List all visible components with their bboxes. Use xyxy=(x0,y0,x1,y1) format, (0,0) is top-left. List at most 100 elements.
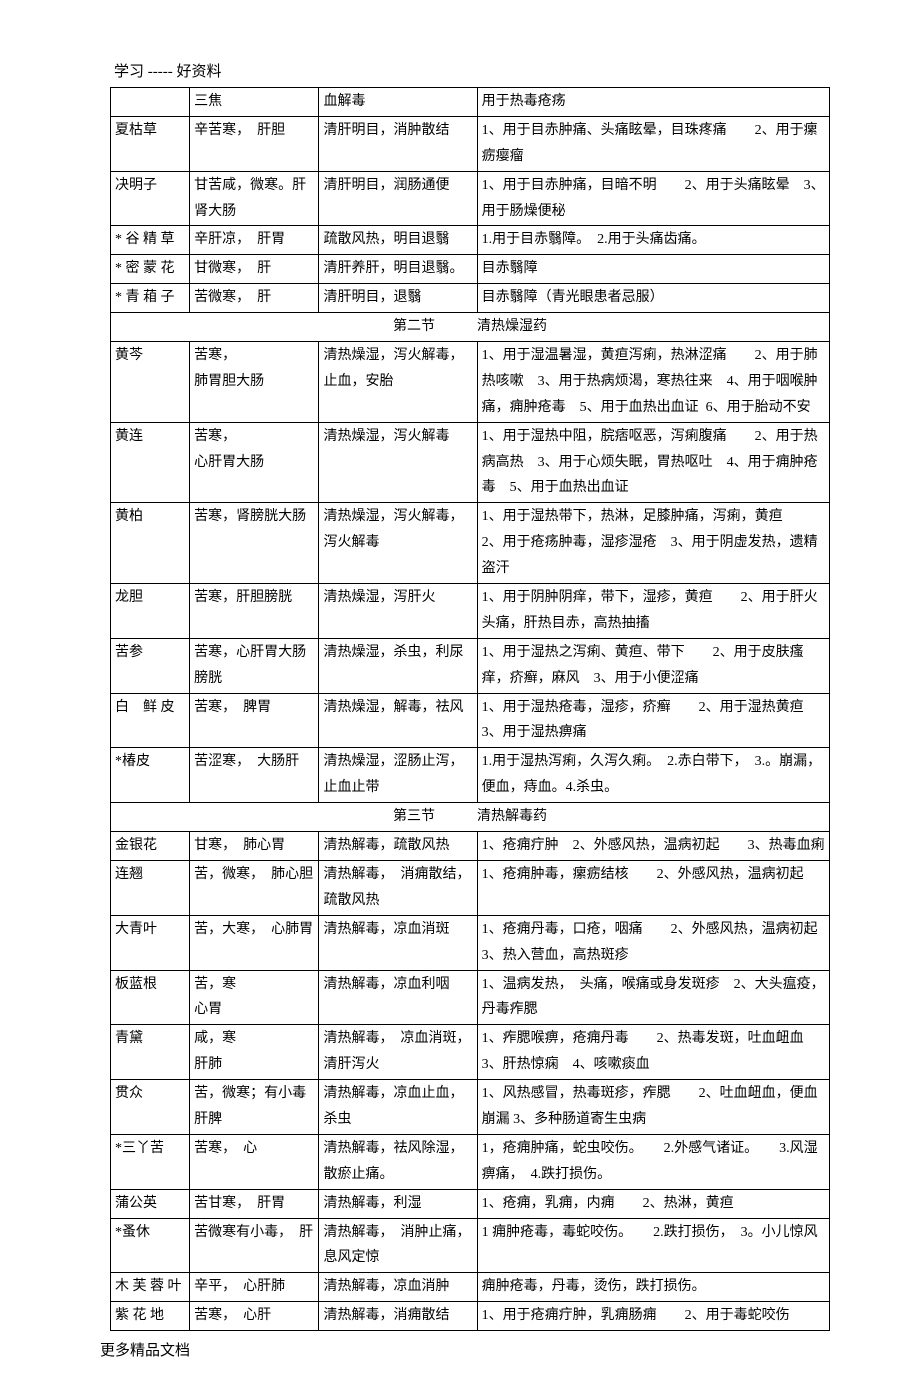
section2-title: 第二节 清热燥湿药 xyxy=(111,313,830,342)
s3-row-name: *三丫苦 xyxy=(111,1134,190,1189)
s3-row-func: 清热解毒， 消肿止痛， 息风定惊 xyxy=(319,1218,477,1273)
s1-row-func: 清肝明目，润肠通便 xyxy=(319,171,477,226)
s3-row-use: 1、疮痈疔肿 2、外感风热，温病初起 3、热毒血痢 xyxy=(477,832,829,861)
s3-row-name: 紫 花 地 xyxy=(111,1302,190,1331)
s3-row-use: 1、用于疮痈疔肿，乳痈肠痈 2、用于毒蛇咬伤 xyxy=(477,1302,829,1331)
s1-row-name xyxy=(111,88,190,117)
s2-row-name: 龙胆 xyxy=(111,584,190,639)
s3-row-func: 清热解毒，消痈散结 xyxy=(319,1302,477,1331)
s2-row-func: 清热燥湿，解毒，祛风 xyxy=(319,693,477,748)
s3-row-use: 痈肿疮毒，丹毒，烫伤，跌打损伤。 xyxy=(477,1273,829,1302)
s2-row-func: 清热燥湿，泻火解毒，泻火解毒 xyxy=(319,503,477,584)
s3-row-func: 清热解毒，凉血消斑 xyxy=(319,915,477,970)
s1-row-prop: 甘苦咸，微寒。肝肾大肠 xyxy=(190,171,319,226)
s2-row-func: 清热燥湿，泻肝火 xyxy=(319,584,477,639)
s3-row-use: 1、疮痈肿毒，瘰疬结核 2、外感风热，温病初起 xyxy=(477,860,829,915)
s2-row-prop: 苦寒， 脾胃 xyxy=(190,693,319,748)
s2-row-use: 1.用于湿热泻痢，久泻久痢。 2.赤白带下， 3.。崩漏，便血，痔血。4.杀虫。 xyxy=(477,748,829,803)
s3-row-name: *蚤休 xyxy=(111,1218,190,1273)
s1-row-use: 1、用于目赤肿痛，目暗不明 2、用于头痛眩晕 3、用于肠燥便秘 xyxy=(477,171,829,226)
s3-row-name: 金银花 xyxy=(111,832,190,861)
s1-row-func: 清肝明目，退翳 xyxy=(319,284,477,313)
s3-row-use: 1、疮痈，乳痈，内痈 2、热淋，黄疸 xyxy=(477,1189,829,1218)
s3-row-prop: 咸，寒 肝肺 xyxy=(190,1025,319,1080)
s2-row-use: 1、用于湿热疮毒，湿疹，疥癣 2、用于湿热黄疸 3、用于湿热痹痛 xyxy=(477,693,829,748)
s1-row-name: 决明子 xyxy=(111,171,190,226)
s3-row-use: 1、温病发热， 头痛，喉痛或身发斑疹 2、大头瘟疫，丹毒痄腮 xyxy=(477,970,829,1025)
s3-row-func: 清热解毒，利湿 xyxy=(319,1189,477,1218)
s3-row-func: 清热解毒，祛风除湿，散瘀止痛。 xyxy=(319,1134,477,1189)
s2-row-name: 苦参 xyxy=(111,638,190,693)
page-footer: 更多精品文档 xyxy=(100,1339,830,1360)
s3-row-func: 清热解毒， 凉血消斑， 清肝泻火 xyxy=(319,1025,477,1080)
s2-row-name: *椿皮 xyxy=(111,748,190,803)
s3-row-use: 1、风热感冒，热毒斑疹，痄腮 2、吐血衄血，便血崩漏 3、多种肠道寄生虫病 xyxy=(477,1080,829,1135)
s2-row-use: 1、用于湿热中阻，脘痞呕恶，泻痢腹痛 2、用于热病高热 3、用于心烦失眠，胃热呕… xyxy=(477,422,829,503)
s1-row-prop: 甘微寒， 肝 xyxy=(190,255,319,284)
s2-row-name: 黄连 xyxy=(111,422,190,503)
s3-row-func: 清热解毒，凉血消肿 xyxy=(319,1273,477,1302)
s1-row-func: 疏散风热，明目退翳 xyxy=(319,226,477,255)
s2-row-func: 清热燥湿，涩肠止泻，止血止带 xyxy=(319,748,477,803)
s1-row-prop: 辛苦寒， 肝胆 xyxy=(190,116,319,171)
s2-row-use: 1、用于湿温暑湿，黄疸泻痢，热淋涩痛 2、用于肺热咳嗽 3、用于热病烦渴，寒热往… xyxy=(477,342,829,423)
s3-row-prop: 苦微寒有小毒， 肝 xyxy=(190,1218,319,1273)
s3-row-name: 青黛 xyxy=(111,1025,190,1080)
s2-row-prop: 苦涩寒， 大肠肝 xyxy=(190,748,319,803)
s2-row-prop: 苦寒， 心肝胃大肠 xyxy=(190,422,319,503)
s3-row-prop: 苦，大寒， 心肺胃 xyxy=(190,915,319,970)
s1-row-func: 清肝明目，消肿散结 xyxy=(319,116,477,171)
s3-row-name: 连翘 xyxy=(111,860,190,915)
s1-row-prop: 苦微寒， 肝 xyxy=(190,284,319,313)
s3-row-func: 清热解毒， 消痈散结， 疏散风热 xyxy=(319,860,477,915)
s1-row-prop: 三焦 xyxy=(190,88,319,117)
s2-row-name: 黄芩 xyxy=(111,342,190,423)
s2-row-func: 清热燥湿，泻火解毒 xyxy=(319,422,477,503)
s2-row-prop: 苦寒，心肝胃大肠膀胱 xyxy=(190,638,319,693)
s1-row-func: 清肝养肝，明目退翳。 xyxy=(319,255,477,284)
s3-row-prop: 甘寒， 肺心胃 xyxy=(190,832,319,861)
s3-row-func: 清热解毒，疏散风热 xyxy=(319,832,477,861)
s3-row-use: 1 痈肿疮毒，毒蛇咬伤。 2.跌打损伤， 3。小儿惊风 xyxy=(477,1218,829,1273)
s1-row-use: 用于热毒疮疡 xyxy=(477,88,829,117)
s2-row-name: 黄柏 xyxy=(111,503,190,584)
s2-row-func: 清热燥湿，泻火解毒，止血，安胎 xyxy=(319,342,477,423)
s3-row-func: 清热解毒，凉血利咽 xyxy=(319,970,477,1025)
s1-row-func: 血解毒 xyxy=(319,88,477,117)
medicine-table: 三焦血解毒用于热毒疮疡夏枯草辛苦寒， 肝胆清肝明目，消肿散结1、用于目赤肿痛、头… xyxy=(110,87,830,1331)
s1-row-use: 1、用于目赤肿痛、头痛眩晕，目珠疼痛 2、用于瘰疬瘿瘤 xyxy=(477,116,829,171)
s3-row-prop: 辛平， 心肝肺 xyxy=(190,1273,319,1302)
s3-row-prop: 苦寒， 心 xyxy=(190,1134,319,1189)
s3-row-prop: 苦寒， 心肝 xyxy=(190,1302,319,1331)
s3-row-use: 1、疮痈丹毒，口疮，咽痛 2、外感风热，温病初起 3、热入营血，高热斑疹 xyxy=(477,915,829,970)
s1-row-name: * 谷 精 草 xyxy=(111,226,190,255)
s3-row-use: 1，疮痈肿痛，蛇虫咬伤。 2.外感气诸证。 3.风湿痹痛， 4.跌打损伤。 xyxy=(477,1134,829,1189)
s3-row-prop: 苦甘寒， 肝胃 xyxy=(190,1189,319,1218)
s3-row-func: 清热解毒，凉血止血，杀虫 xyxy=(319,1080,477,1135)
s3-row-name: 木 芙 蓉 叶 xyxy=(111,1273,190,1302)
s2-row-use: 1、用于湿热带下，热淋，足膝肿痛，泻痢，黄疸 2、用于疮疡肿毒，湿疹湿疮 3、用… xyxy=(477,503,829,584)
s2-row-use: 1、用于湿热之泻痢、黄疸、带下 2、用于皮肤瘙痒，疥癣，麻风 3、用于小便涩痛 xyxy=(477,638,829,693)
s2-row-prop: 苦寒，肾膀胱大肠 xyxy=(190,503,319,584)
s2-row-prop: 苦寒， 肺胃胆大肠 xyxy=(190,342,319,423)
s1-row-use: 目赤翳障 xyxy=(477,255,829,284)
s3-row-name: 大青叶 xyxy=(111,915,190,970)
s3-row-name: 板蓝根 xyxy=(111,970,190,1025)
s3-row-prop: 苦，寒 心胃 xyxy=(190,970,319,1025)
s2-row-prop: 苦寒，肝胆膀胱 xyxy=(190,584,319,639)
s1-row-prop: 辛肝凉， 肝胃 xyxy=(190,226,319,255)
s2-row-func: 清热燥湿，杀虫，利尿 xyxy=(319,638,477,693)
s1-row-name: * 密 蒙 花 xyxy=(111,255,190,284)
s3-row-prop: 苦，微寒， 肺心胆 xyxy=(190,860,319,915)
s3-row-prop: 苦，微寒；有小毒肝脾 xyxy=(190,1080,319,1135)
s1-row-use: 1.用于目赤翳障。 2.用于头痛齿痛。 xyxy=(477,226,829,255)
s3-row-name: 贯众 xyxy=(111,1080,190,1135)
section3-title: 第三节 清热解毒药 xyxy=(111,803,830,832)
s1-row-name: 夏枯草 xyxy=(111,116,190,171)
s1-row-name: * 青 葙 子 xyxy=(111,284,190,313)
s2-row-use: 1、用于阴肿阴痒，带下，湿疹，黄疸 2、用于肝火头痛，肝热目赤，高热抽搐 xyxy=(477,584,829,639)
s2-row-name: 白 鲜 皮 xyxy=(111,693,190,748)
page-header: 学习 ----- 好资料 xyxy=(114,60,830,81)
s3-row-use: 1、痄腮喉痹，疮痈丹毒 2、热毒发斑，吐血衄血 3、肝热惊痫 4、咳嗽痰血 xyxy=(477,1025,829,1080)
s1-row-use: 目赤翳障（青光眼患者忌服） xyxy=(477,284,829,313)
